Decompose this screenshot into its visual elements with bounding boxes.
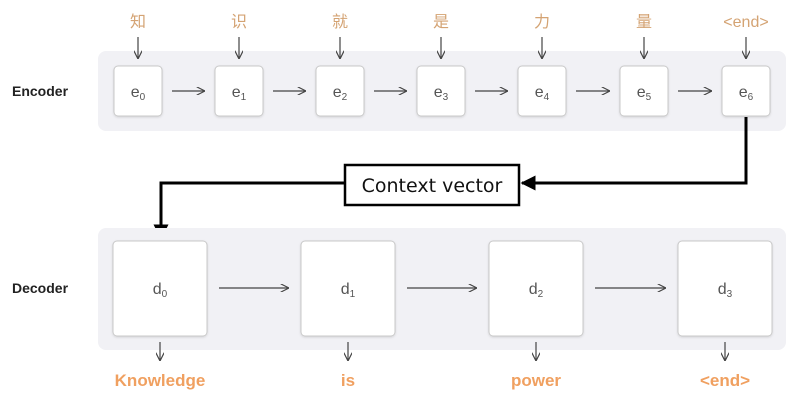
encoder-node [214,65,264,117]
encoder-node [315,65,365,117]
encoder-node [721,65,771,117]
encoder-node-label: e4 [535,84,550,103]
decoder-node-label: d3 [718,281,733,300]
encoder-node-label: e5 [637,84,652,103]
encoder-node [113,65,163,117]
encoder-node-label: e2 [333,84,348,103]
encoder-node-label: e6 [739,84,754,103]
decoder-node [677,240,773,337]
encoder-input-token: 知 [130,12,146,31]
encoder-group: 知 e0 识 e1 就 e2 是 e3 力 e4 量 e5 <end> e6 [113,12,771,117]
encoder-input-token: 量 [636,12,652,31]
decoder-output-token: <end> [700,371,750,390]
encoder-input-token: 就 [332,12,348,31]
decoder-output-token: is [341,371,355,390]
encoder-node [619,65,669,117]
context-vector-label: Context vector [362,175,503,197]
encoder-input-token: <end> [723,14,768,31]
encoder-node-label: e1 [232,84,247,103]
context-connector [153,117,748,240]
decoder-node [112,240,208,337]
encoder-input-token: 力 [534,12,550,31]
decoder-node [300,240,396,337]
decoder-group: d0 Knowledge d1 is d2 power d3 <end> [112,240,773,390]
encoder-node-label: e0 [131,84,146,103]
decoder-node-label: d2 [529,281,544,300]
decoder-node-label: d0 [153,281,168,300]
encoder-input-token: 识 [231,12,247,31]
encoder-input-token: 是 [433,12,449,31]
encoder-node-label: e3 [434,84,449,103]
decoder-node-label: d1 [341,281,356,300]
decoder-node [488,240,584,337]
decoder-panel [98,228,786,350]
encoder-node [517,65,567,117]
encoder-node [416,65,466,117]
decoder-output-token: Knowledge [115,371,206,390]
encoder-label: Encoder [12,83,69,99]
context-vector-box [343,163,521,207]
decoder-output-token: power [511,371,561,390]
decoder-label: Decoder [12,280,69,296]
